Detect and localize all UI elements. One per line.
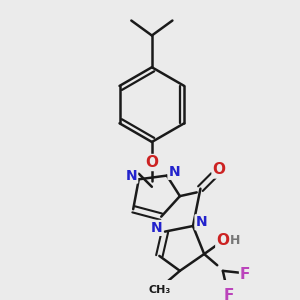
- Text: CH₃: CH₃: [148, 284, 170, 295]
- Text: O: O: [146, 155, 158, 170]
- Text: F: F: [240, 267, 250, 282]
- Text: N: N: [196, 215, 207, 229]
- Text: O: O: [213, 163, 226, 178]
- Text: O: O: [216, 233, 229, 248]
- Text: N: N: [169, 165, 180, 179]
- Text: H: H: [230, 235, 240, 248]
- Text: N: N: [125, 169, 137, 183]
- Text: F: F: [223, 288, 234, 300]
- Text: N: N: [151, 221, 162, 235]
